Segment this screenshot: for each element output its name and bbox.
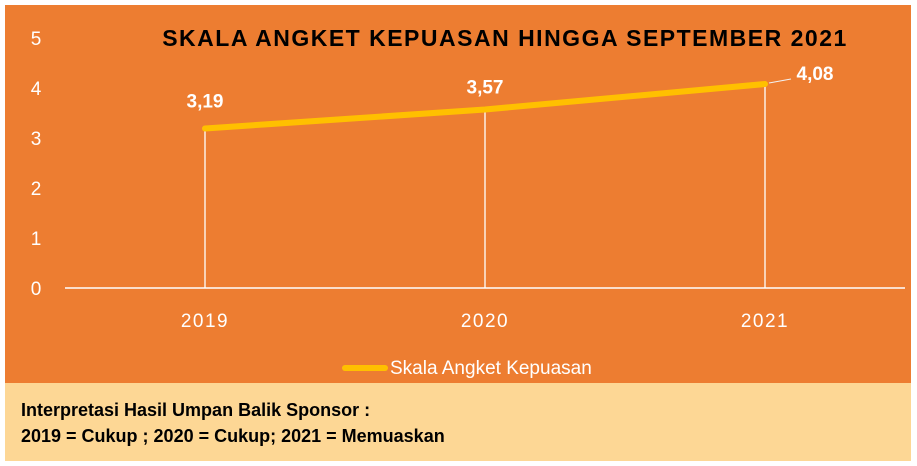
y-tick-label: 5 xyxy=(31,29,42,50)
y-tick-label: 3 xyxy=(31,129,42,150)
chart-area: SKALA ANGKET KEPUASAN HINGGA SEPTEMBER 2… xyxy=(5,5,911,383)
data-label: 3,19 xyxy=(187,92,224,113)
x-axis-ticks: 2019 2020 2021 xyxy=(181,311,789,332)
chart-background xyxy=(5,5,911,383)
drop-lines xyxy=(204,84,766,288)
note-heading: Interpretasi Hasil Umpan Balik Sponsor : xyxy=(21,400,371,420)
chart-title: SKALA ANGKET KEPUASAN HINGGA SEPTEMBER 2… xyxy=(162,25,848,51)
series-lines xyxy=(202,81,768,132)
y-axis-ticks: 0 1 2 3 4 5 xyxy=(31,29,42,300)
y-tick-label: 0 xyxy=(31,279,42,300)
legend: Skala Angket Kepuasan xyxy=(342,358,592,379)
line-chart: SKALA ANGKET KEPUASAN HINGGA SEPTEMBER 2… xyxy=(5,5,911,383)
y-tick-label: 1 xyxy=(31,229,42,250)
note-detail: 2019 = Cukup ; 2020 = Cukup; 2021 = Memu… xyxy=(21,426,445,446)
x-tick-label: 2020 xyxy=(461,311,509,332)
y-tick-label: 4 xyxy=(31,79,42,100)
y-tick-label: 2 xyxy=(31,179,42,200)
interpretation-note: Interpretasi Hasil Umpan Balik Sponsor :… xyxy=(5,383,911,461)
x-tick-label: 2021 xyxy=(741,311,789,332)
series-line xyxy=(202,81,768,132)
data-labels: 3,19 3,57 4,08 xyxy=(187,64,834,113)
x-tick-label: 2019 xyxy=(181,311,229,332)
legend-label: Skala Angket Kepuasan xyxy=(390,358,592,379)
data-label: 3,57 xyxy=(467,78,504,99)
data-label: 4,08 xyxy=(797,64,834,85)
data-label-leader xyxy=(768,78,792,84)
